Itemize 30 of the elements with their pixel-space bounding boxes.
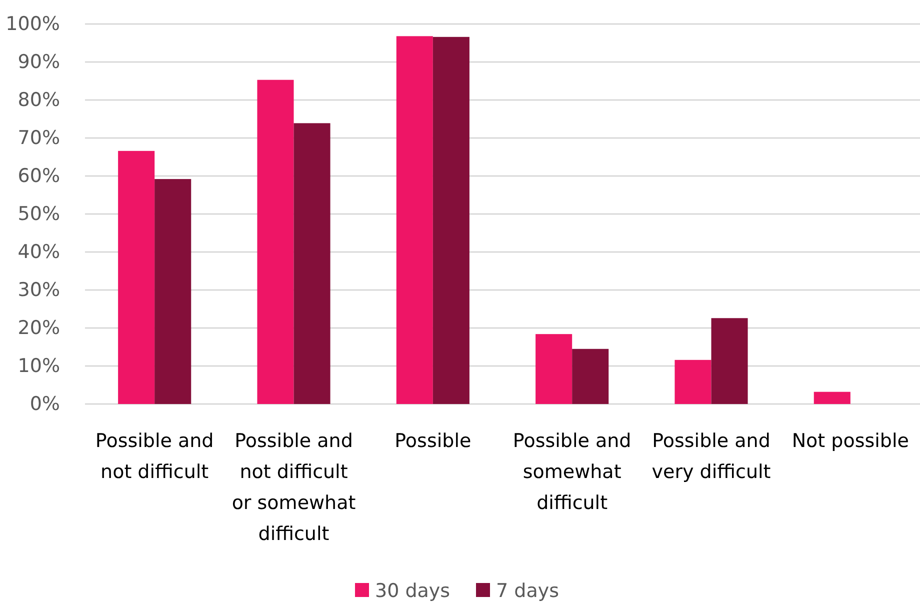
bar <box>396 36 433 404</box>
y-tick-label: 50% <box>18 203 60 225</box>
bar <box>536 334 572 404</box>
y-tick-label: 80% <box>18 89 60 111</box>
bar <box>674 360 712 404</box>
bar <box>814 392 850 404</box>
bar <box>154 179 192 404</box>
x-tick-label: Possible and very difficult <box>652 430 771 483</box>
y-tick-label: 40% <box>18 241 60 263</box>
bar <box>294 123 330 404</box>
bar <box>572 348 609 404</box>
legend-label: 30 days <box>375 580 450 602</box>
y-tick-label: 30% <box>18 279 60 301</box>
x-tick-label: Possible <box>394 430 472 452</box>
y-tick-label: 0% <box>30 393 60 415</box>
x-tick-label: Possible and somewhat difficult <box>512 430 632 514</box>
x-tick-label: Possible and not difficult or somewhat difficult <box>232 430 356 545</box>
y-tick-label: 20% <box>18 317 60 339</box>
bar <box>257 80 294 404</box>
x-tick-label: Not possible <box>792 430 909 452</box>
y-tick-label: 60% <box>18 165 60 187</box>
y-tick-label: 10% <box>18 355 60 377</box>
legend-label: 7 days <box>496 580 559 602</box>
bar <box>118 150 155 404</box>
bar <box>711 318 748 404</box>
y-tick-label: 100% <box>6 13 60 35</box>
y-tick-label: 90% <box>18 51 60 73</box>
x-tick-label: Possible and not difficult <box>95 430 214 483</box>
y-tick-label: 70% <box>18 127 60 149</box>
bar <box>432 36 470 404</box>
